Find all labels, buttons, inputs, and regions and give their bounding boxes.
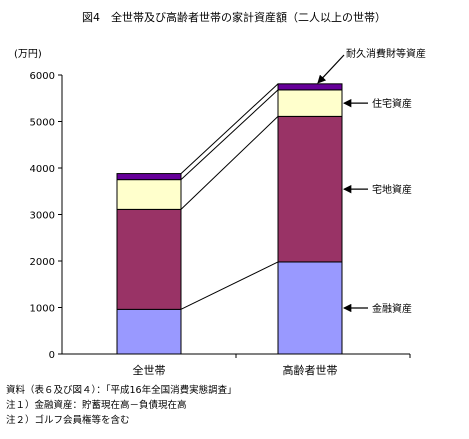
y-tick-label: 2000 bbox=[30, 257, 55, 268]
bar-segment bbox=[277, 83, 343, 91]
x-axis-labels: 全世帯 高齢者世帯 bbox=[133, 363, 338, 377]
bars bbox=[116, 83, 343, 355]
connector-lines bbox=[180, 83, 279, 310]
y-tick-label: 4000 bbox=[30, 164, 55, 175]
y-tick-label: 3000 bbox=[30, 211, 55, 222]
note-1: 注１）金融資産：貯蓄現在高－負債現在高 bbox=[6, 400, 187, 411]
legend-callouts: 金融資産 宅地資産 住宅資産 耐久消費財等資産 bbox=[317, 47, 426, 315]
chart-title: 図4 全世帯及び高齢者世帯の家計資産額（二人以上の世帯） bbox=[82, 10, 386, 24]
legend-label: 宅地資産 bbox=[372, 183, 412, 196]
connector-line bbox=[180, 83, 279, 174]
legend-label: 住宅資産 bbox=[372, 97, 412, 110]
bar-segment bbox=[116, 308, 182, 355]
axes: 0 1000 2000 3000 4000 5000 6000 bbox=[30, 71, 411, 361]
bar-segment bbox=[116, 179, 182, 210]
note-2: 注２）ゴルフ会員権等を含む bbox=[6, 415, 130, 426]
legend-label: 耐久消費財等資産 bbox=[346, 47, 426, 60]
connector-line bbox=[180, 261, 279, 310]
y-tick-label: 1000 bbox=[30, 304, 55, 315]
connector-line bbox=[180, 116, 279, 210]
y-tick-label: 0 bbox=[49, 350, 55, 361]
callout-arrow bbox=[317, 54, 345, 84]
bar-segment bbox=[277, 115, 343, 263]
x-tick-label: 全世帯 bbox=[133, 363, 166, 377]
connector-line bbox=[180, 89, 279, 180]
chart: 図4 全世帯及び高齢者世帯の家計資産額（二人以上の世帯） (万円) 0 1000 2… bbox=[14, 10, 426, 377]
y-tick-label: 6000 bbox=[30, 71, 55, 82]
source-note: 資料（表６及び図４）：「平成16年全国消費実態調査」 bbox=[6, 385, 237, 396]
x-tick-label: 高齢者世帯 bbox=[283, 363, 338, 377]
source-notes: 資料（表６及び図４）：「平成16年全国消費実態調査」 注１）金融資産：貯蓄現在高… bbox=[6, 383, 237, 428]
bar-segment bbox=[116, 208, 182, 310]
bar-segment bbox=[277, 261, 343, 355]
bar-segment bbox=[277, 89, 343, 117]
legend-label: 金融資産 bbox=[372, 302, 412, 315]
y-unit-label: (万円) bbox=[14, 49, 42, 60]
y-tick-label: 5000 bbox=[30, 118, 55, 129]
bar-segment bbox=[116, 173, 182, 181]
